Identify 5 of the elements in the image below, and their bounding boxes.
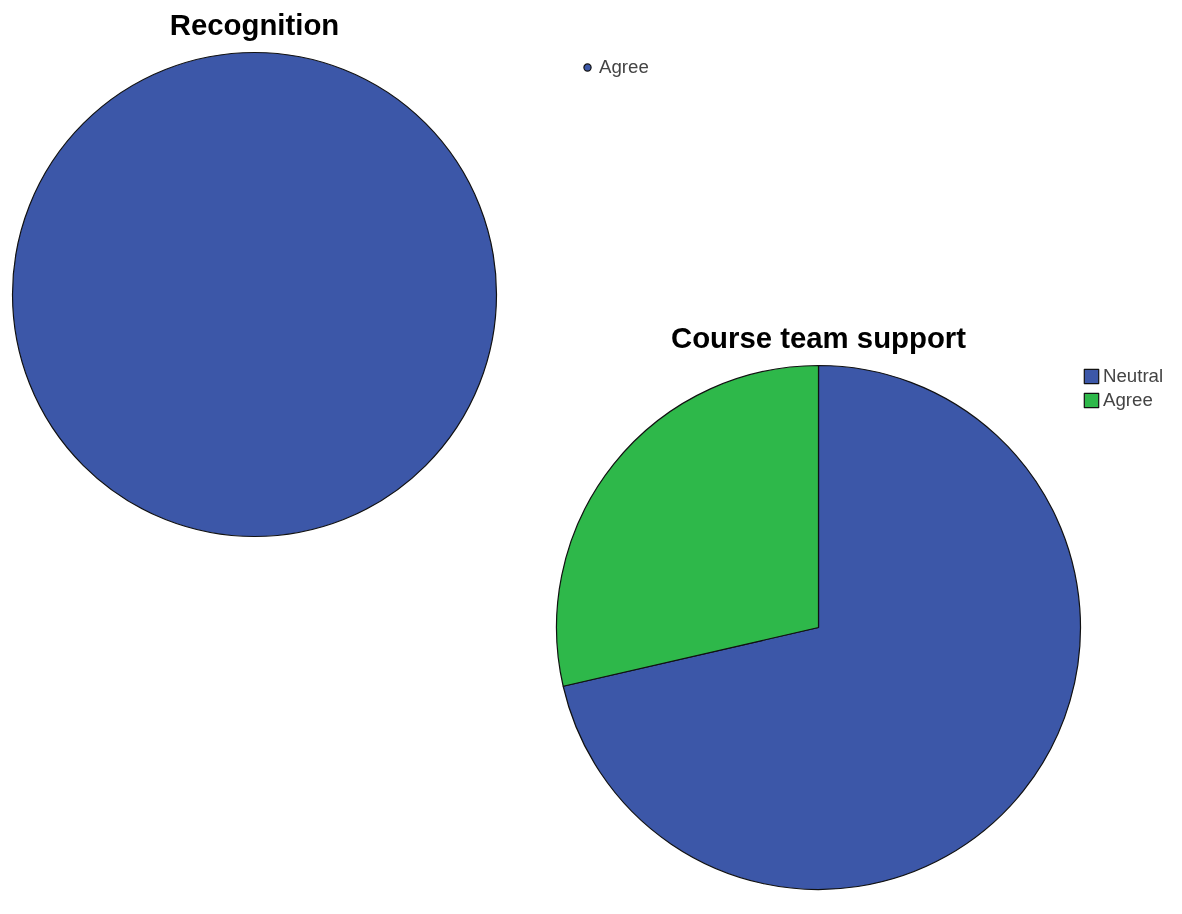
legend-label: Agree: [1103, 389, 1153, 411]
legend-label: Neutral: [1103, 365, 1164, 387]
chart-title: Recognition: [169, 7, 340, 41]
chart-title: Course team support: [671, 320, 967, 354]
legend-label: Agree: [599, 56, 649, 78]
